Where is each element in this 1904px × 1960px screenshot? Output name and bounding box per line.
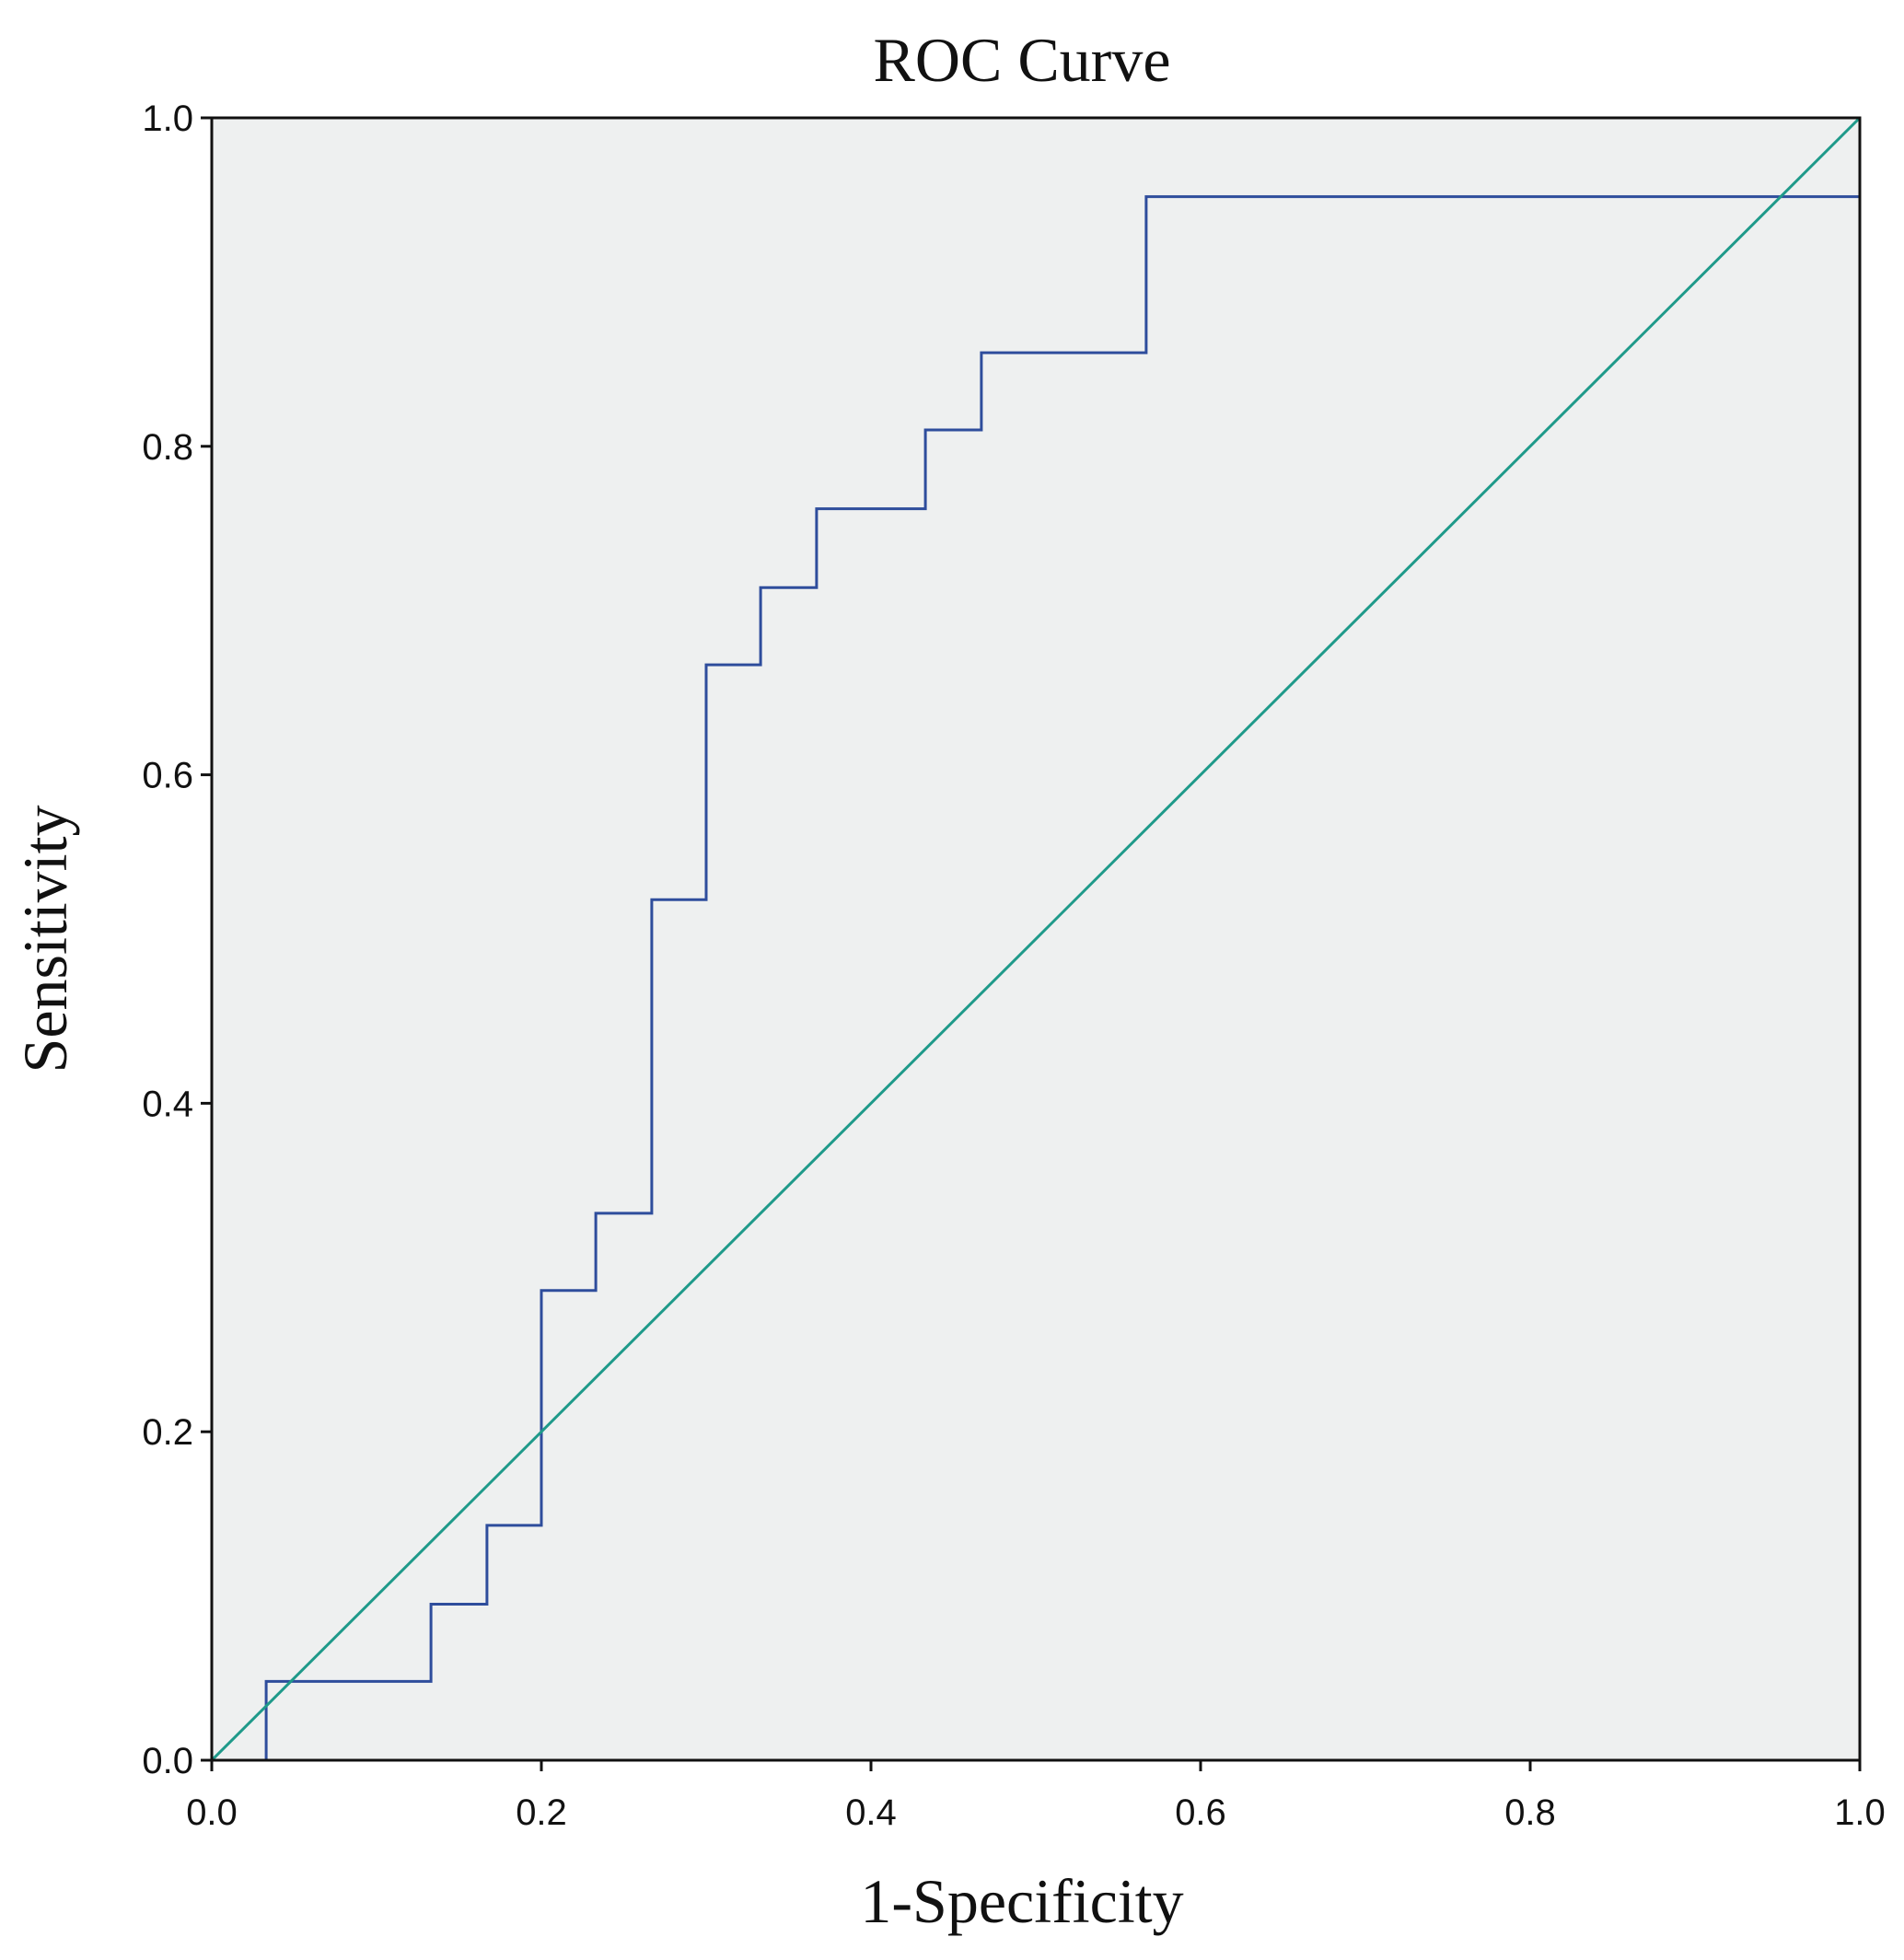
y-tick-label: 0.4 [142,1084,193,1124]
x-tick-label: 1.0 [1834,1792,1886,1833]
chart-marks [210,116,1862,1762]
y-tick-label: 0.0 [142,1741,193,1781]
y-tick-label: 0.2 [142,1412,193,1453]
chart-title: ROC Curve [874,25,1171,95]
x-axis: 0.0 0.2 0.4 0.6 0.8 1.0 [186,1760,1886,1833]
y-tick-label: 0.8 [142,427,193,468]
x-tick-label: 0.4 [845,1792,897,1833]
x-tick-label: 0.2 [516,1792,567,1833]
x-tick-label: 0.8 [1504,1792,1556,1833]
y-tick-label: 0.6 [142,756,193,796]
reference-diagonal-line [210,116,1862,1762]
y-axis: 0.0 0.2 0.4 0.6 0.8 1.0 [142,99,212,1781]
y-tick-label: 1.0 [142,99,193,139]
y-axis-label: Sensitivity [10,806,80,1073]
x-axis-label: 1-Specificity [860,1866,1183,1936]
x-tick-label: 0.0 [186,1792,238,1833]
x-tick-label: 0.6 [1175,1792,1226,1833]
plot-frame [210,116,1862,1762]
roc-curve-line [212,118,1862,1762]
